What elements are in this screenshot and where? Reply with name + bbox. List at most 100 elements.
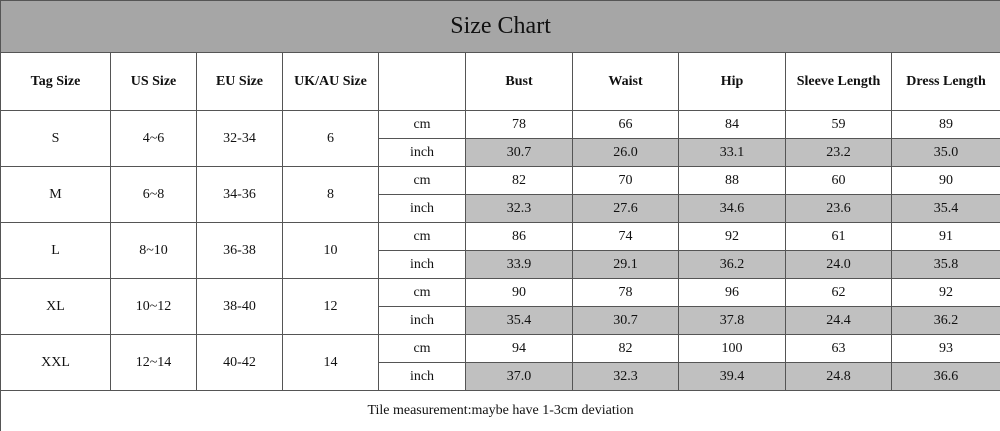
inch-row: inch 33.9 29.1 36.2 24.0 35.8 <box>1 250 1000 279</box>
cm-value: 94 <box>465 334 573 363</box>
cm-row: M 6~8 34-36 8 cm 82 70 88 60 90 <box>0 166 1000 223</box>
inch-value: 29.1 <box>572 250 679 279</box>
cm-value: 70 <box>572 166 679 195</box>
cm-value: 89 <box>890 110 1000 139</box>
cm-value: 92 <box>890 278 1000 307</box>
cm-value: 90 <box>465 278 573 307</box>
size-eu: 34-36 <box>196 166 283 223</box>
size-us: 8~10 <box>110 222 197 279</box>
inch-value: 35.4 <box>890 194 1000 223</box>
cm-value: 78 <box>465 110 573 139</box>
inch-value: 23.6 <box>785 194 892 223</box>
unit: cm <box>378 166 466 195</box>
size-tag: S <box>0 110 111 167</box>
measure-header: Dress Length <box>890 52 1000 111</box>
cm-value: 90 <box>890 166 1000 195</box>
cm-value: 63 <box>785 334 892 363</box>
unit-header <box>378 52 466 111</box>
inch-value: 36.2 <box>678 250 786 279</box>
cm-value: 74 <box>572 222 679 251</box>
column-header: Tag Size <box>0 52 111 111</box>
unit: cm <box>378 278 466 307</box>
unit: cm <box>378 334 466 363</box>
size-uk: 14 <box>282 334 379 391</box>
note-row: Tile measurement:maybe have 1-3cm deviat… <box>0 390 1000 431</box>
measure-header: Sleeve Length <box>785 52 892 111</box>
cm-value: 62 <box>785 278 892 307</box>
inch-value: 24.8 <box>785 362 892 391</box>
inch-value: 30.7 <box>465 138 573 167</box>
measure-header: Bust <box>465 52 573 111</box>
inch-value: 27.6 <box>572 194 679 223</box>
cm-value: 86 <box>465 222 573 251</box>
inch-row: inch 35.4 30.7 37.8 24.4 36.2 <box>1 306 1000 335</box>
cm-row: S 4~6 32-34 6 cm 78 66 84 59 89 <box>0 110 1000 167</box>
unit: cm <box>378 110 466 139</box>
size-us: 12~14 <box>110 334 197 391</box>
inch-value: 36.6 <box>890 362 1000 391</box>
inch-value: 35.4 <box>465 306 573 335</box>
cm-value: 59 <box>785 110 892 139</box>
cm-row: XL 10~12 38-40 12 cm 90 78 96 62 92 <box>0 278 1000 335</box>
inch-value: 32.3 <box>572 362 679 391</box>
size-eu: 40-42 <box>196 334 283 391</box>
unit: inch <box>378 306 466 335</box>
cm-value: 82 <box>465 166 573 195</box>
inch-value: 35.8 <box>890 250 1000 279</box>
cm-value: 82 <box>572 334 679 363</box>
size-tag: XXL <box>0 334 111 391</box>
size-us: 4~6 <box>110 110 197 167</box>
inch-value: 36.2 <box>890 306 1000 335</box>
unit: inch <box>378 138 466 167</box>
size-eu: 32-34 <box>196 110 283 167</box>
title-row: Size Chart <box>0 0 1000 53</box>
cm-value: 100 <box>678 334 786 363</box>
inch-value: 24.4 <box>785 306 892 335</box>
inch-value: 39.4 <box>678 362 786 391</box>
unit: inch <box>378 194 466 223</box>
inch-value: 33.9 <box>465 250 573 279</box>
inch-value: 37.0 <box>465 362 573 391</box>
inch-row: inch 30.7 26.0 33.1 23.2 35.0 <box>1 138 1000 167</box>
inch-value: 23.2 <box>785 138 892 167</box>
header-row: Tag Size US Size EU Size UK/AU Size Bust Wais… <box>0 52 1000 111</box>
cm-value: 84 <box>678 110 786 139</box>
column-header: EU Size <box>196 52 283 111</box>
title: Size Chart <box>0 0 1000 53</box>
size-eu: 36-38 <box>196 222 283 279</box>
measure-header: Hip <box>678 52 786 111</box>
inch-value: 32.3 <box>465 194 573 223</box>
inch-value: 24.0 <box>785 250 892 279</box>
cm-value: 61 <box>785 222 892 251</box>
cm-value: 96 <box>678 278 786 307</box>
measure-header: Waist <box>572 52 679 111</box>
unit: inch <box>378 250 466 279</box>
size-us: 6~8 <box>110 166 197 223</box>
cm-value: 60 <box>785 166 892 195</box>
inch-value: 30.7 <box>572 306 679 335</box>
size-tag: XL <box>0 278 111 335</box>
unit: inch <box>378 362 466 391</box>
cm-value: 66 <box>572 110 679 139</box>
size-uk: 6 <box>282 110 379 167</box>
size-eu: 38-40 <box>196 278 283 335</box>
unit: cm <box>378 222 466 251</box>
cm-value: 92 <box>678 222 786 251</box>
inch-value: 26.0 <box>572 138 679 167</box>
inch-row: inch 37.0 32.3 39.4 24.8 36.6 <box>1 362 1000 391</box>
inch-value: 37.8 <box>678 306 786 335</box>
inch-row: inch 32.3 27.6 34.6 23.6 35.4 <box>1 194 1000 223</box>
size-tag: L <box>0 222 111 279</box>
note: Tile measurement:maybe have 1-3cm deviat… <box>0 390 1000 431</box>
column-header: UK/AU Size <box>282 52 379 111</box>
size-uk: 12 <box>282 278 379 335</box>
size-tag: M <box>0 166 111 223</box>
size-uk: 10 <box>282 222 379 279</box>
cm-value: 78 <box>572 278 679 307</box>
cm-value: 88 <box>678 166 786 195</box>
size-uk: 8 <box>282 166 379 223</box>
inch-value: 35.0 <box>890 138 1000 167</box>
column-header: US Size <box>110 52 197 111</box>
